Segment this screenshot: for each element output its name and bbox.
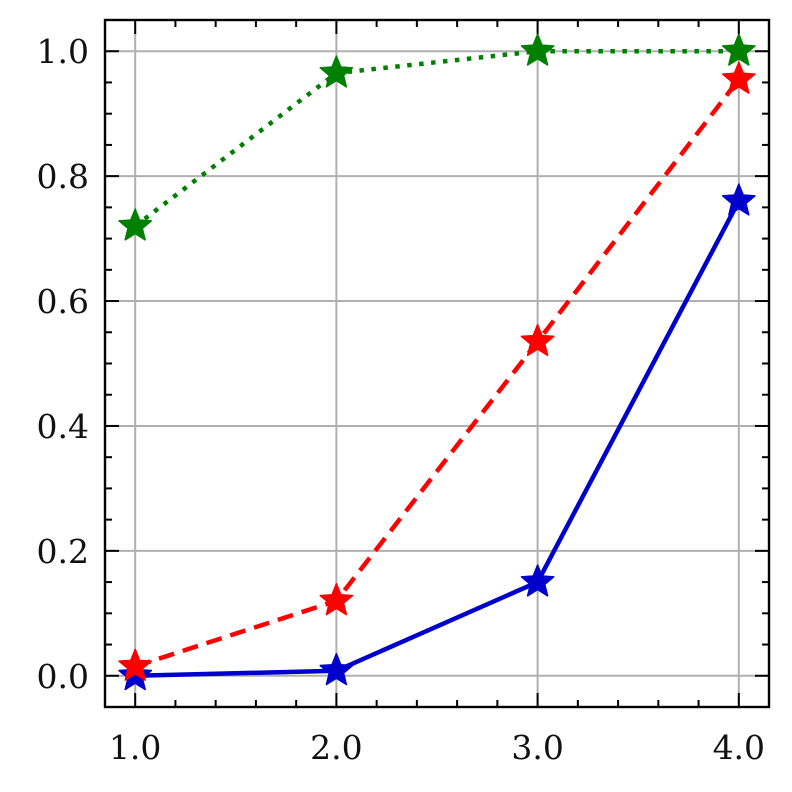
grid-lines	[105, 20, 769, 707]
data-point-star	[721, 61, 756, 94]
series-2	[118, 33, 756, 241]
x-tick-label: 3.0	[511, 728, 563, 767]
data-point-star	[721, 33, 756, 66]
data-point-star	[319, 55, 354, 88]
x-tick-label: 1.0	[109, 728, 161, 767]
y-tick-label: 1.0	[37, 32, 89, 71]
data-point-star	[118, 648, 153, 681]
data-point-star	[118, 208, 153, 241]
series-line	[135, 200, 741, 679]
axis-ticks	[105, 19, 769, 708]
y-tick-label: 0.2	[37, 532, 89, 571]
data-point-star	[520, 323, 555, 357]
data-point-star	[721, 183, 756, 216]
data-point-star	[520, 33, 555, 66]
data-series	[118, 33, 756, 691]
series-1	[118, 61, 756, 681]
x-tick-label: 2.0	[310, 728, 362, 767]
data-point-star	[319, 653, 354, 686]
y-tick-label: 0.4	[37, 407, 89, 446]
series-line	[133, 48, 739, 228]
y-tick-labels: 0.0 0.2 0.4 0.6 0.8 1.0	[37, 32, 89, 696]
data-point-star	[319, 583, 354, 616]
y-tick-label: 0.0	[37, 657, 89, 696]
data-point-star	[520, 564, 555, 597]
series-line	[134, 77, 741, 669]
x-tick-labels: 1.0 2.0 3.0 4.0	[109, 728, 765, 767]
y-tick-label: 0.6	[37, 282, 89, 321]
y-tick-label: 0.8	[37, 157, 89, 196]
x-tick-label: 4.0	[713, 728, 765, 767]
